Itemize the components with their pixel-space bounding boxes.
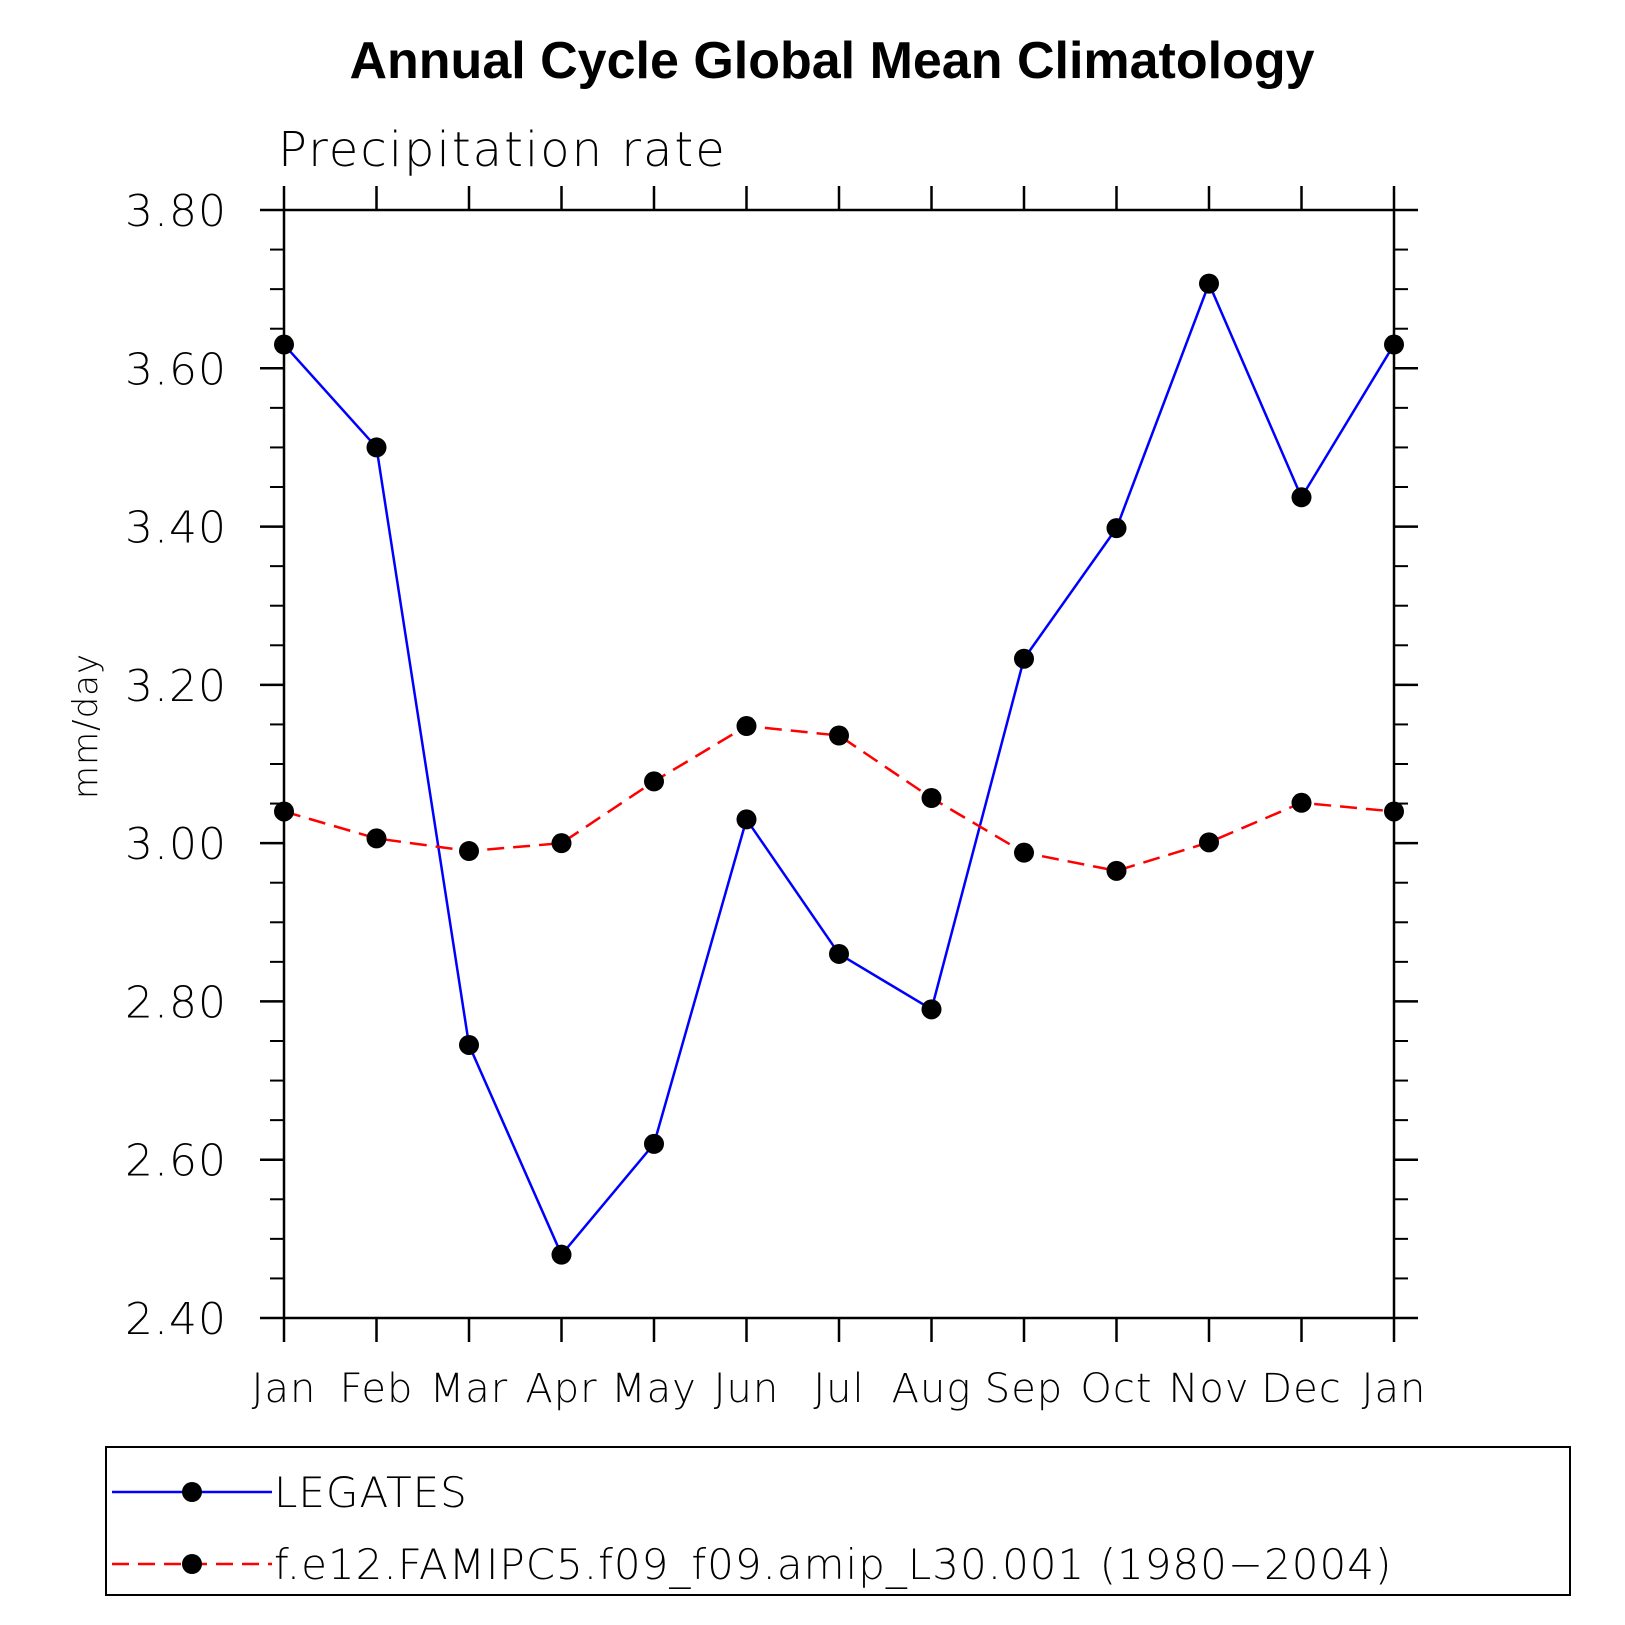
y-tick-label: 3.40 (125, 503, 227, 554)
data-point (551, 833, 572, 854)
chart-subtitle: Precipitation rate (278, 122, 727, 178)
x-tick-label: Feb (340, 1366, 414, 1412)
data-point (1014, 842, 1034, 863)
data-point (1199, 273, 1219, 294)
data-point (736, 716, 757, 737)
data-point (1291, 487, 1312, 508)
series-line (283, 724, 1395, 873)
x-tick-label: Nov (1168, 1366, 1249, 1412)
data-point (644, 771, 664, 792)
data-point (274, 801, 294, 822)
data-point (274, 334, 294, 355)
data-point (1014, 648, 1034, 669)
data-point (829, 943, 849, 964)
y-tick-label: 2.60 (125, 1136, 227, 1187)
series-2 (274, 716, 1404, 881)
x-tick-label: Dec (1261, 1366, 1341, 1412)
chart-title: Annual Cycle Global Mean Climatology (349, 32, 1314, 90)
y-tick-label: 3.20 (125, 661, 227, 712)
legend-label: f.e12.FAMIPC5.f09_f09.amip_L30.001 (1980… (274, 1540, 1392, 1589)
x-tick-label: Mar (430, 1366, 508, 1412)
data-point (644, 1133, 664, 1154)
y-tick-label: 2.80 (125, 977, 227, 1028)
y-tick-label: 2.40 (125, 1294, 227, 1345)
x-tick-label: Aug (892, 1366, 972, 1412)
x-tick-label: Oct (1080, 1366, 1152, 1412)
data-point (829, 725, 849, 746)
data-point (1384, 334, 1404, 355)
series-layer (274, 273, 1404, 1265)
x-tick-label: Jan (1362, 1366, 1427, 1412)
data-point (1106, 518, 1127, 539)
data-point (1291, 792, 1312, 813)
x-tick-label: Apr (525, 1366, 597, 1412)
legend: LEGATES f.e12.FAMIPC5.f09_f09.amip_L30.00… (105, 1446, 1571, 1596)
x-tick-label: Jul (813, 1366, 864, 1412)
x-tick-label: Jan (252, 1366, 317, 1412)
y-tick-label: 3.60 (125, 344, 227, 395)
legend-marker (182, 1554, 202, 1574)
legend-box (105, 1446, 1571, 1596)
data-point (921, 999, 942, 1020)
x-tick-label: Sep (985, 1366, 1063, 1412)
y-tick-label: 3.80 (125, 186, 227, 237)
data-point (1384, 801, 1404, 822)
data-point (366, 437, 387, 458)
x-tick-label: Jun (714, 1366, 780, 1412)
data-point (551, 1244, 572, 1265)
data-point (459, 1034, 479, 1055)
plot-frame (282, 208, 1396, 1320)
series-1 (274, 273, 1404, 1265)
y-axis-label: mm/day (66, 653, 106, 799)
data-point (366, 828, 387, 849)
data-point (921, 788, 942, 809)
y-tick-label: 3.00 (125, 819, 227, 870)
data-point (1106, 860, 1127, 881)
series-line (283, 282, 1396, 1256)
axis-ticks: Jan Feb Mar Apr May Jun Jul Aug Sep Oct Nov Dec Jan 2… (125, 186, 1427, 1412)
data-point (1199, 832, 1219, 853)
x-tick-label: May (611, 1366, 697, 1412)
data-point (736, 809, 757, 830)
data-point (459, 841, 479, 862)
legend-marker (182, 1482, 202, 1502)
legend-label: LEGATES (274, 1468, 468, 1517)
